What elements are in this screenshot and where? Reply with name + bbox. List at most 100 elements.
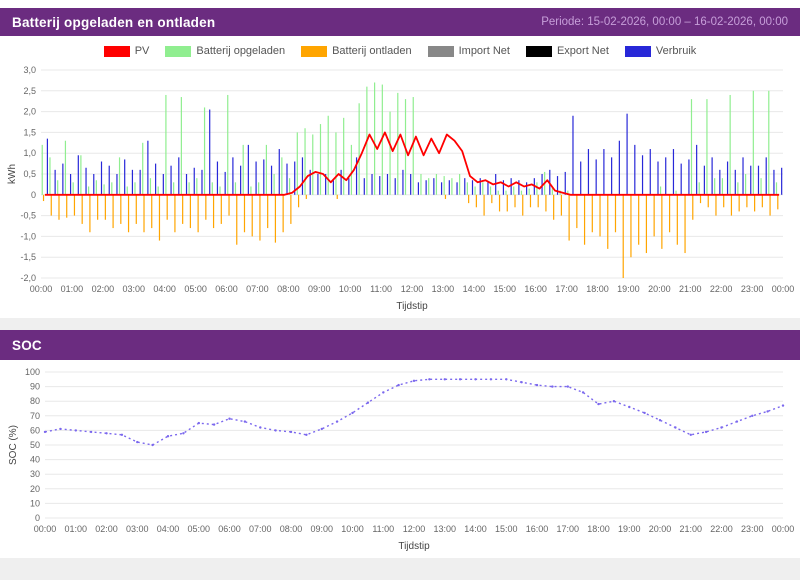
- x-tick-label: 16:00: [526, 524, 549, 534]
- soc-section-title: SOC: [12, 337, 42, 353]
- x-tick-label: 17:00: [556, 524, 579, 534]
- x-axis-title: Tijdstip: [398, 541, 430, 552]
- legend-swatch: [427, 45, 454, 57]
- y-tick-label: -0,5: [20, 211, 36, 221]
- x-tick-label: 12:00: [401, 284, 424, 294]
- top-strip: [0, 0, 800, 8]
- y-tick-label: 80: [30, 396, 40, 406]
- x-tick-label: 09:00: [310, 524, 333, 534]
- x-tick-label: 15:00: [493, 284, 516, 294]
- x-tick-label: 22:00: [710, 284, 733, 294]
- x-tick-label: 17:00: [555, 284, 578, 294]
- legend-item[interactable]: Batterij ontladen: [301, 45, 412, 57]
- x-tick-label: 18:00: [586, 284, 609, 294]
- y-tick-label: 2,5: [23, 86, 36, 96]
- period-label: Periode: 15-02-2026, 00:00 – 16-02-2026,…: [541, 16, 788, 28]
- y-tick-label: 3,0: [23, 65, 36, 75]
- y-tick-label: 40: [30, 455, 40, 465]
- section-header-battery: Batterij opgeladen en ontladen Periode: …: [0, 8, 800, 36]
- x-tick-label: 05:00: [184, 284, 207, 294]
- x-tick-label: 18:00: [587, 524, 610, 534]
- x-tick-label: 03:00: [122, 284, 145, 294]
- bars-batterij-ontladen: [42, 194, 779, 278]
- battery-energy-chart: 3,02,52,01,51,00,50-0,5-1,0-1,5-2,000:00…: [7, 65, 795, 312]
- y-tick-label: 100: [25, 367, 40, 377]
- y-tick-label: -2,0: [20, 273, 36, 283]
- x-tick-label: 23:00: [741, 524, 764, 534]
- legend-swatch: [103, 45, 130, 57]
- y-tick-label: 0,5: [23, 169, 36, 179]
- y-axis-title: SOC (%): [8, 425, 19, 465]
- x-tick-label: 08:00: [277, 284, 300, 294]
- y-tick-label: -1,0: [20, 231, 36, 241]
- x-tick-label: 21:00: [679, 524, 702, 534]
- y-tick-label: 2,0: [23, 107, 36, 117]
- legend-label: Verbruik: [655, 45, 697, 57]
- x-tick-label: 01:00: [64, 524, 87, 534]
- legend-item[interactable]: Batterij opgeladen: [165, 45, 285, 57]
- x-tick-label: 00:00: [30, 284, 53, 294]
- bars-batterij-opgeladen: [41, 82, 778, 195]
- legend-label: Batterij opgeladen: [196, 45, 286, 57]
- y-tick-label: 90: [30, 382, 40, 392]
- x-tick-label: 12:00: [403, 524, 426, 534]
- legend-item[interactable]: Verbruik: [624, 45, 697, 57]
- soc-chart-panel: 100 90 80 70 60 50 40 30 20 10 0 00:00 01:00 02:00 03:…: [0, 360, 800, 558]
- soc-line: [44, 378, 784, 446]
- x-tick-label: 14:00: [463, 284, 486, 294]
- y-tick-label: 0: [31, 190, 36, 200]
- x-tick-label: 02:00: [95, 524, 118, 534]
- x-tick-label: 01:00: [61, 284, 84, 294]
- y-tick-label: 70: [30, 411, 40, 421]
- y-tick-label: 0: [35, 513, 40, 523]
- battery-chart-legend: PV Batterij opgeladen Batterij ontladen Imp…: [5, 40, 795, 62]
- x-tick-label: 02:00: [92, 284, 115, 294]
- x-tick-label: 00:00: [772, 524, 795, 534]
- x-tick-label: 07:00: [246, 284, 269, 294]
- x-tick-label: 00:00: [34, 524, 57, 534]
- legend-label: PV: [134, 45, 150, 57]
- y-tick-label: 50: [30, 440, 40, 450]
- x-tick-label: 16:00: [524, 284, 547, 294]
- x-tick-label: 10:00: [339, 284, 362, 294]
- legend-label: Batterij ontladen: [332, 45, 412, 57]
- x-tick-label: 11:00: [372, 524, 394, 534]
- legend-swatch: [624, 45, 651, 57]
- x-tick-label: 00:00: [772, 284, 795, 294]
- legend-label: Import Net: [458, 45, 510, 57]
- x-tick-label: 13:00: [432, 284, 455, 294]
- y-tick-label: 20: [30, 484, 40, 494]
- x-tick-label: 14:00: [464, 524, 487, 534]
- x-tick-label: 19:00: [617, 284, 640, 294]
- legend-item[interactable]: Import Net: [427, 45, 510, 57]
- x-tick-label: 15:00: [495, 524, 518, 534]
- x-tick-label: 03:00: [126, 524, 149, 534]
- y-axis-title: kWh: [7, 164, 18, 184]
- x-tick-label: 19:00: [618, 524, 641, 534]
- bars-verbruik: [46, 109, 783, 195]
- legend-label: Export Net: [556, 45, 609, 57]
- x-tick-label: 08:00: [280, 524, 303, 534]
- battery-chart-panel: PV Batterij opgeladen Batterij ontladen Imp…: [0, 36, 800, 318]
- x-tick-label: 23:00: [741, 284, 764, 294]
- legend-item[interactable]: Export Net: [525, 45, 609, 57]
- x-tick-label: 09:00: [308, 284, 331, 294]
- y-tick-label: 1,0: [23, 148, 36, 158]
- legend-swatch: [301, 45, 328, 57]
- x-tick-label: 22:00: [710, 524, 733, 534]
- soc-points: [43, 378, 785, 447]
- legend-swatch: [525, 45, 552, 57]
- x-tick-label: 21:00: [679, 284, 702, 294]
- x-tick-label: 06:00: [215, 284, 238, 294]
- section-header-soc: SOC: [0, 330, 800, 360]
- x-axis-title: Tijdstip: [396, 301, 428, 312]
- x-tick-label: 20:00: [649, 524, 672, 534]
- x-tick-label: 05:00: [187, 524, 210, 534]
- legend-item[interactable]: PV: [103, 45, 150, 57]
- y-tick-label: 30: [30, 469, 40, 479]
- legend-swatch: [165, 45, 192, 57]
- x-tick-label: 04:00: [153, 284, 176, 294]
- y-tick-label: 10: [30, 498, 40, 508]
- x-tick-label: 10:00: [341, 524, 364, 534]
